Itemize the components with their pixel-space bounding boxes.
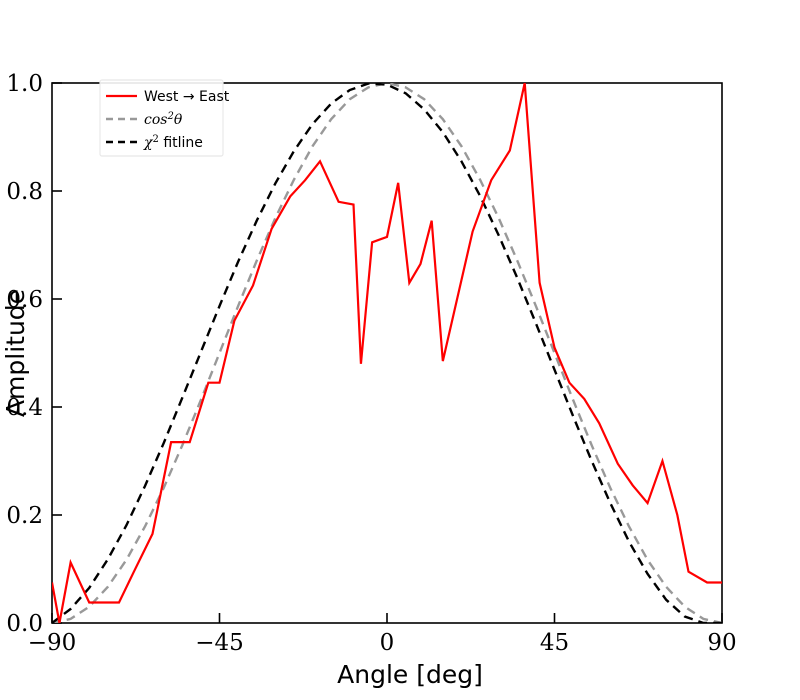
legend-chi-exponent: 2 (152, 134, 158, 145)
legend-item-chi2-fitline[interactable]: χ2 fitline (106, 134, 203, 151)
legend-item-cos2[interactable]: cos2θ (106, 111, 183, 128)
legend-label-chi2-fitline: χ2 fitline (143, 134, 203, 151)
x-tick-label-1: −45 (195, 630, 244, 656)
legend-label-cos2: cos2θ (144, 111, 183, 128)
legend-cos-text: cos (144, 112, 167, 128)
legend-chi-symbol: χ (143, 135, 154, 151)
y-tick-label-5: 1.0 (6, 71, 43, 97)
series-line-chi2-fitline (52, 83, 722, 623)
legend-item-west-east[interactable]: West → East (106, 89, 230, 105)
x-tick-label-3: 45 (540, 630, 569, 656)
x-tick-marks (51, 613, 723, 623)
y-tick-label-3: 0.6 (6, 287, 43, 313)
series-line-west-east (52, 83, 722, 623)
x-tick-label-4: 90 (707, 630, 736, 656)
series-group (52, 83, 722, 623)
y-axis-title: Amplitude (1, 289, 30, 417)
legend-box (99, 79, 224, 157)
y-tick-label-0: 0.0 (6, 611, 43, 637)
y-tick-label-4: 0.8 (6, 179, 43, 205)
series-line-cos2 (52, 83, 722, 623)
legend-fitline-word: fitline (163, 135, 203, 151)
x-axis-title: Angle [deg] (337, 660, 483, 689)
x-tick-labels: −90 −45 0 45 90 (28, 630, 737, 656)
legend-cos-theta: θ (174, 112, 183, 128)
legend-label-west-east: West → East (144, 89, 230, 105)
x-tick-label-0: −90 (28, 630, 77, 656)
legend-cos-exponent: 2 (166, 111, 173, 122)
legend[interactable]: West → East cos2θ χ2 fitline (99, 79, 230, 157)
y-tick-labels: 0.0 0.2 0.4 0.6 0.8 1.0 (6, 71, 43, 637)
y-tick-label-1: 0.2 (6, 503, 43, 529)
y-tick-label-2: 0.4 (6, 395, 43, 421)
x-tick-label-2: 0 (380, 630, 395, 656)
